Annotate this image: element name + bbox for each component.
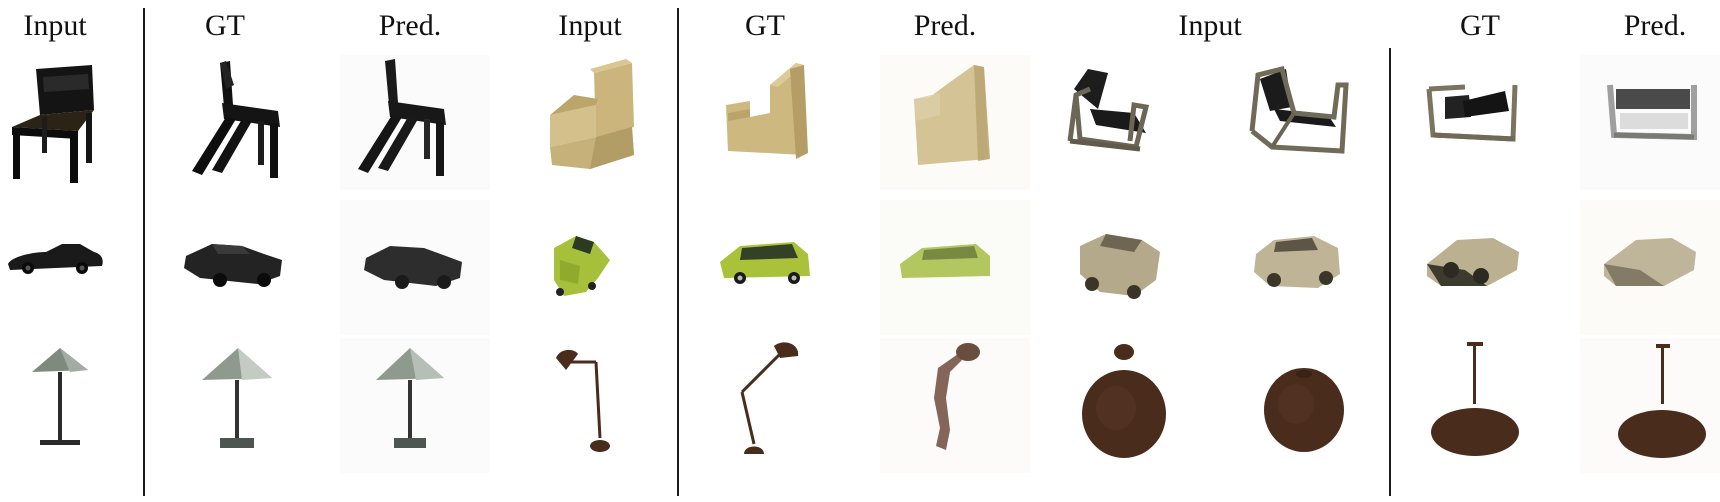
chair-gt-image [160,55,310,190]
header-pred-2: Pred. [913,9,977,42]
chair-pred-image-3 [1580,55,1720,190]
lamp-input-image-2 [520,338,670,473]
chair-input-image-4 [1230,55,1380,190]
lamp-gt-image-3 [1405,338,1555,473]
car-gt-image-2 [700,200,850,335]
header-input-1: Input [23,9,87,42]
lamp-input-image-3 [1050,338,1200,473]
chair-pred-image [340,55,490,190]
chair-gt-image-3 [1405,55,1555,190]
car-input-image [0,200,150,335]
car-pred-image-2 [880,200,1030,335]
car-gt-image-3 [1405,200,1555,335]
car-gt-image [160,200,310,335]
lamp-input-image [0,338,150,473]
lamp-pred-image-2 [880,338,1030,473]
car-pred-image-3 [1580,200,1720,335]
header-gt-1: GT [205,9,245,42]
lamp-pred-image-3 [1580,338,1720,473]
car-input-image-2 [520,200,670,335]
lamp-gt-image-2 [700,338,850,473]
header-gt-3: GT [1460,9,1500,42]
lamp-pred-image [340,338,490,473]
car-input-image-4 [1230,200,1380,335]
chair-input-image-2 [520,55,670,190]
header-pred-3: Pred. [1623,9,1687,42]
lamp-input-image-4 [1230,338,1380,473]
car-pred-image [340,200,490,335]
chair-input-image-3 [1050,55,1200,190]
divider-line-2 [677,8,679,496]
car-input-image-3 [1050,200,1200,335]
divider-line-3 [1389,48,1391,496]
chair-input-image [0,55,150,190]
divider-line-1 [143,8,145,496]
chair-pred-image-2 [880,55,1030,190]
lamp-gt-image [160,338,310,473]
header-gt-2: GT [745,9,785,42]
header-pred-1: Pred. [378,9,442,42]
chair-gt-image-2 [700,55,850,190]
header-input-3: Input [1178,9,1242,42]
header-input-2: Input [558,9,622,42]
